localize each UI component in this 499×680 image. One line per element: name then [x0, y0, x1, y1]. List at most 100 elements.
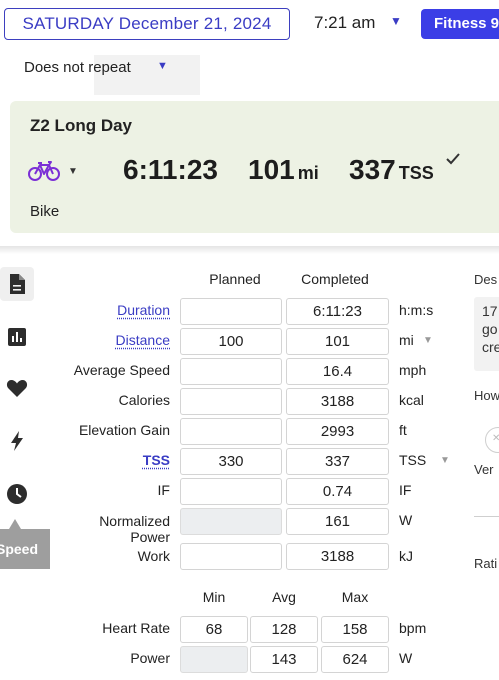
distance-link[interactable]: Distance	[115, 332, 170, 348]
elevation-gain-unit: ft	[399, 422, 407, 438]
repeat-highlight	[94, 55, 200, 95]
work-planned-input[interactable]	[180, 543, 282, 570]
summary-distance-unit: mi	[297, 163, 319, 183]
summary-tss: 337 TSS	[349, 154, 434, 186]
heart-rate-unit: bpm	[399, 620, 427, 636]
bar-chart-icon	[8, 328, 26, 346]
tss-link[interactable]: TSS	[142, 452, 170, 468]
heart-icon	[6, 380, 28, 397]
normalized-power-unit: W	[399, 512, 413, 528]
calories-label: Calories	[118, 392, 170, 408]
sport-dropdown-caret-icon[interactable]: ▼	[68, 166, 78, 177]
heart-rate-avg-input[interactable]: 128	[250, 616, 318, 643]
description-label: Des	[474, 272, 498, 287]
elevation-gain-completed-input[interactable]: 2993	[286, 418, 389, 445]
avg-column-header: Avg	[272, 589, 296, 605]
heart-rate-max-input[interactable]: 158	[321, 616, 389, 643]
average-speed-label: Average Speed	[73, 362, 170, 378]
work-label: Work	[137, 548, 170, 564]
bike-icon[interactable]	[28, 161, 60, 181]
clock-icon	[7, 484, 27, 504]
fitness-button[interactable]: Fitness 9	[421, 9, 499, 39]
summary-tss-unit: TSS	[398, 163, 434, 183]
description-line-1: 17	[482, 303, 498, 319]
lightning-icon	[11, 431, 23, 451]
description-line-2: go	[482, 321, 498, 337]
rail-tab-charts[interactable]	[0, 320, 34, 354]
rail-tab-power[interactable]	[0, 424, 34, 458]
summary-duration: 6:11:23	[123, 154, 218, 185]
elevation-gain-label: Elevation Gain	[78, 422, 170, 438]
rail-tab-summary[interactable]	[0, 267, 34, 301]
heart-rate-min-input[interactable]: 68	[180, 616, 248, 643]
elevation-gain-planned-input[interactable]	[180, 418, 282, 445]
repeat-dropdown-caret-icon[interactable]: ▼	[157, 60, 168, 72]
speed-tooltip-pointer	[9, 519, 21, 529]
if-planned-input[interactable]	[180, 478, 282, 505]
time-dropdown-caret-icon[interactable]: ▼	[390, 14, 402, 28]
distance-label[interactable]: Distance	[40, 332, 170, 348]
speed-tooltip: Speed	[0, 529, 50, 569]
time-selector[interactable]: 7:21 am	[314, 13, 376, 32]
tss-unit-caret-icon[interactable]: ▼	[440, 455, 450, 466]
tss-completed-input[interactable]: 337	[286, 448, 389, 475]
rail-tab-health[interactable]	[0, 371, 34, 405]
min-column-header: Min	[202, 589, 226, 605]
calories-completed-input[interactable]: 3188	[286, 388, 389, 415]
rating-label: Rati	[474, 556, 498, 571]
if-unit: IF	[399, 482, 412, 498]
normalized-power-label-line1: Normalized	[99, 513, 170, 529]
normalized-power-label: Normalized Power	[40, 513, 170, 545]
average-speed-completed-input[interactable]: 16.4	[286, 358, 389, 385]
checkmark-icon	[446, 153, 460, 165]
distance-completed-input[interactable]: 101	[286, 328, 389, 355]
power-label: Power	[130, 650, 170, 666]
distance-planned-input[interactable]: 100	[180, 328, 282, 355]
work-completed-input[interactable]: 3188	[286, 543, 389, 570]
summary-distance: 101 mi	[248, 154, 319, 186]
average-speed-unit: mph	[399, 362, 427, 378]
duration-planned-input[interactable]	[180, 298, 282, 325]
duration-unit: h:m:s	[399, 302, 434, 318]
tss-label[interactable]: TSS	[40, 452, 170, 468]
calories-unit: kcal	[399, 392, 424, 408]
normalized-power-planned-input	[180, 508, 282, 535]
power-max-input[interactable]: 624	[321, 646, 389, 673]
duration-label[interactable]: Duration	[40, 302, 170, 318]
normalized-power-label-line2: Power	[130, 529, 170, 545]
average-speed-planned-input[interactable]	[180, 358, 282, 385]
distance-unit-caret-icon[interactable]: ▼	[423, 335, 433, 346]
duration-link[interactable]: Duration	[117, 302, 170, 318]
card-divider-shadow	[0, 246, 499, 254]
heart-rate-label: Heart Rate	[102, 620, 170, 636]
workout-summary-card	[10, 101, 499, 233]
planned-column-header: Planned	[209, 271, 261, 287]
distance-unit: mi	[399, 332, 414, 348]
sport-label: Bike	[30, 203, 60, 220]
date-selector[interactable]: SATURDAY December 21, 2024	[4, 8, 290, 40]
power-min-input	[180, 646, 248, 673]
feeling-option-icon[interactable]: ✕	[485, 427, 499, 453]
summary-tss-value: 337	[349, 154, 396, 185]
repeat-selector[interactable]: Does not repeat	[24, 59, 131, 76]
tss-planned-input[interactable]: 330	[180, 448, 282, 475]
summary-distance-value: 101	[248, 154, 295, 185]
work-unit: kJ	[399, 548, 413, 564]
description-line-3: cre	[482, 339, 499, 355]
max-column-header: Max	[341, 589, 369, 605]
power-unit: W	[399, 650, 413, 666]
how-label: How	[474, 388, 499, 403]
calories-planned-input[interactable]	[180, 388, 282, 415]
if-completed-input[interactable]: 0.74	[286, 478, 389, 505]
completed-column-header: Completed	[301, 271, 369, 287]
rail-tab-speed[interactable]	[0, 477, 34, 511]
tss-unit: TSS	[399, 452, 427, 468]
duration-completed-input[interactable]: 6:11:23	[286, 298, 389, 325]
document-icon	[10, 274, 25, 294]
description-textarea[interactable]: 17 go cre	[474, 297, 499, 371]
power-avg-input[interactable]: 143	[250, 646, 318, 673]
normalized-power-completed-input[interactable]: 161	[286, 508, 389, 535]
right-panel-divider	[474, 516, 499, 517]
workout-title[interactable]: Z2 Long Day	[30, 116, 133, 135]
ver-label: Ver	[474, 462, 494, 477]
